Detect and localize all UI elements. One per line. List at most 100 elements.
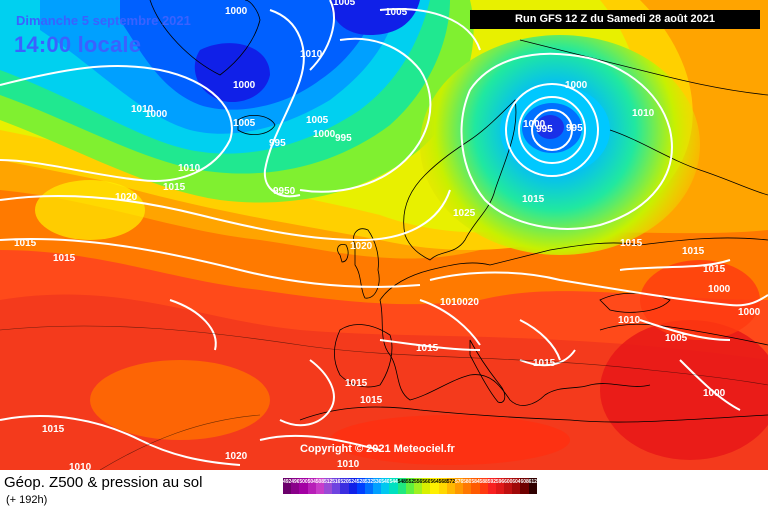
scale-value: 612 <box>528 479 537 485</box>
pressure-label: 1015 <box>522 194 545 205</box>
pressure-label: 1000 <box>233 80 256 91</box>
scale-value: 580 <box>463 479 472 485</box>
scale-value: 504 <box>307 479 316 485</box>
scale-swatch: 536 <box>373 478 381 494</box>
pressure-label: 1015 <box>360 395 383 406</box>
pressure-label: 1010020 <box>440 297 479 308</box>
pressure-label: 1010 <box>131 104 154 115</box>
scale-value: 536 <box>373 479 382 485</box>
scale-swatch: 496 <box>291 478 300 494</box>
scale-value: 560 <box>422 479 431 485</box>
pressure-label: 1020 <box>350 241 373 252</box>
pressure-label: 1000 <box>738 307 761 318</box>
pressure-label: 1015 <box>345 378 368 389</box>
pressure-label: 1015 <box>533 358 556 369</box>
coastlines <box>149 0 768 423</box>
pressure-label: 1015 <box>682 246 705 257</box>
scale-value: 596 <box>495 479 505 485</box>
scale-value: 528 <box>356 479 366 485</box>
scale-value: 496 <box>291 479 300 485</box>
scale-value: 556 <box>414 479 423 485</box>
scale-swatch: 580 <box>463 478 471 494</box>
pressure-label: 1005 <box>306 115 329 126</box>
scale-value: 500 <box>299 479 308 485</box>
pressure-label: 1015 <box>163 182 186 193</box>
scale-swatch: 500 <box>299 478 308 494</box>
scale-swatch: 516 <box>332 478 340 494</box>
forecast-time: 14:00 locale <box>14 32 142 57</box>
scale-swatch: 556 <box>414 478 422 494</box>
pressure-label: 1010 <box>178 163 201 174</box>
pressure-label: 1005 <box>665 333 688 344</box>
scale-swatch: 588 <box>479 478 488 494</box>
pressure-label: 1005 <box>333 0 356 8</box>
scale-swatch: 572 <box>446 478 456 494</box>
pressure-label: 1015 <box>620 238 643 249</box>
scale-value: 600 <box>504 479 513 485</box>
scale-value: 544 <box>389 479 398 485</box>
pressure-label: 1015 <box>42 424 65 435</box>
pressure-label: 1000 <box>708 284 731 295</box>
scale-value: 552 <box>405 479 415 485</box>
scale-swatch: 492 <box>283 478 291 494</box>
pressure-label: 995 <box>536 124 553 135</box>
pressure-label: 1020 <box>115 192 138 203</box>
scale-swatch: 596 <box>495 478 505 494</box>
scale-swatch: 552 <box>405 478 415 494</box>
pressure-label: 1015 <box>14 238 37 249</box>
scale-value: 568 <box>438 479 447 485</box>
scale-swatch: 584 <box>471 478 480 494</box>
scale-swatch: 576 <box>454 478 464 494</box>
copyright: Copyright © 2021 Meteociel.fr <box>300 443 455 455</box>
scale-swatch: 612 <box>528 478 537 494</box>
color-scale: 492 496 500 504 508 512 516 520 524 528 532 536 540 5… <box>283 478 537 494</box>
pressure-label: 1015 <box>703 264 726 275</box>
pressure-label: 995 <box>566 123 583 134</box>
pressure-label: 1005 <box>385 7 408 18</box>
legend-subtitle: (+ 192h) <box>6 494 48 506</box>
pressure-label: 1015 <box>53 253 76 264</box>
scale-value: 572 <box>446 479 456 485</box>
scale-swatch: 604 <box>512 478 521 494</box>
scale-value: 520 <box>340 479 349 485</box>
pressure-label: 995 <box>335 133 352 144</box>
scale-swatch: 608 <box>520 478 529 494</box>
pressure-label: 995 <box>269 138 286 149</box>
scale-value: 516 <box>332 479 341 485</box>
scale-value: 576 <box>454 479 464 485</box>
scale-value: 492 <box>283 479 292 485</box>
scale-value: 588 <box>479 479 488 485</box>
forecast-date: Dimanche 5 septembre 2021 <box>16 13 191 28</box>
scale-value: 564 <box>430 479 439 485</box>
scale-swatch: 564 <box>430 478 439 494</box>
scale-swatch: 532 <box>364 478 374 494</box>
scale-swatch: 592 <box>487 478 497 494</box>
scale-swatch: 548 <box>397 478 406 494</box>
scale-swatch: 544 <box>389 478 398 494</box>
scale-swatch: 508 <box>315 478 324 494</box>
scale-swatch: 600 <box>504 478 512 494</box>
pressure-label: 1005 <box>233 118 256 129</box>
pressure-label: 1025 <box>453 208 476 219</box>
pressure-label: 1010 <box>69 462 92 473</box>
pressure-label: 1000 <box>145 109 168 120</box>
legend-title: Géop. Z500 & pression au sol <box>4 474 203 491</box>
pressure-label: 9950 <box>273 186 296 197</box>
scale-value: 532 <box>364 479 374 485</box>
scale-value: 608 <box>520 479 529 485</box>
pressure-label: 1010 <box>618 315 641 326</box>
scale-swatch: 560 <box>422 478 431 494</box>
scale-value: 592 <box>487 479 497 485</box>
scale-value: 524 <box>348 479 357 485</box>
scale-value: 540 <box>381 479 390 485</box>
scale-swatch: 512 <box>323 478 333 494</box>
scale-value: 512 <box>323 479 333 485</box>
scale-value: 604 <box>512 479 521 485</box>
pressure-label: 1000 <box>565 80 588 91</box>
pressure-label: 1010 <box>632 108 655 119</box>
pressure-label: 1010 <box>337 459 360 470</box>
pressure-label: 1015 <box>416 343 439 354</box>
scale-swatch: 568 <box>438 478 447 494</box>
pressure-label: 1000 <box>225 6 248 17</box>
